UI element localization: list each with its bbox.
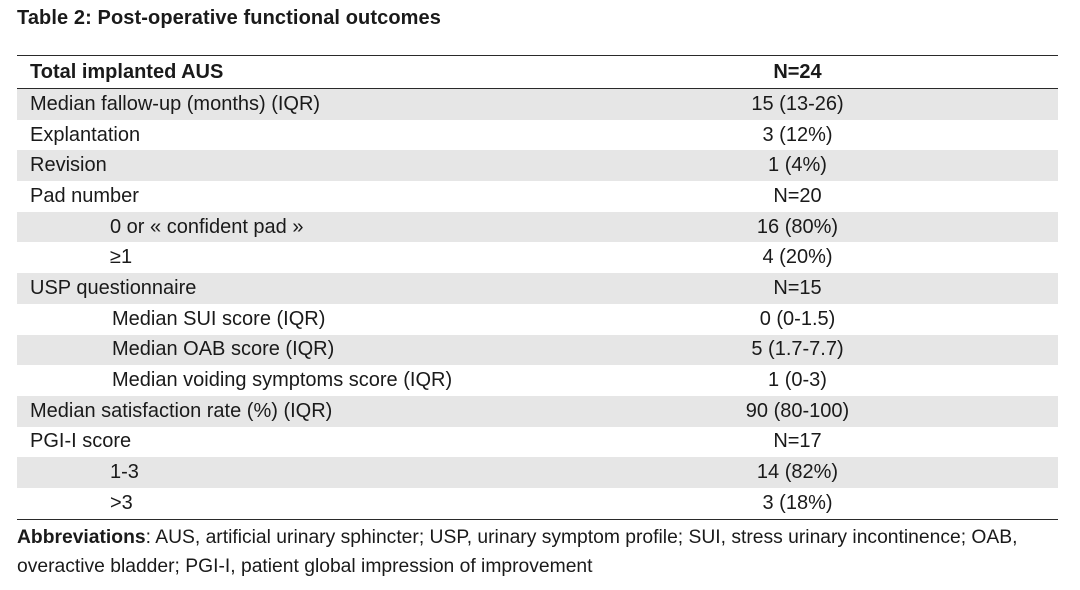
row-value: 1 (4%) xyxy=(768,154,827,177)
row-label: ≥1 xyxy=(110,246,133,269)
table-row: 1-3 14 (82%) xyxy=(17,457,1058,488)
table-row: >3 3 (18%) xyxy=(17,488,1058,519)
table-row: Median satisfaction rate (%) (IQR) 90 (8… xyxy=(17,395,1058,427)
row-label: 0 or « confident pad » xyxy=(110,215,304,238)
table-row: USP questionnaire N=15 xyxy=(17,273,1058,304)
row-value: 3 (18%) xyxy=(762,491,833,514)
row-value: 90 (80-100) xyxy=(745,399,850,422)
row-label: Median SUI score (IQR) xyxy=(112,307,326,330)
row-value: 0 (0-1.5) xyxy=(759,307,836,330)
row-label: Pad number xyxy=(30,184,139,207)
row-value: 5 (1.7-7.7) xyxy=(751,338,844,361)
table-row: Revision 1 (4%) xyxy=(17,150,1058,182)
row-label: Median satisfaction rate (%) (IQR) xyxy=(30,399,333,422)
header-value: N=24 xyxy=(773,60,822,83)
table-row: Explantation 3 (12%) xyxy=(17,120,1058,151)
row-value: N=15 xyxy=(773,276,822,299)
row-label: PGI-I score xyxy=(30,430,132,453)
footnote-label: Abbreviations xyxy=(17,527,146,548)
row-value: 16 (80%) xyxy=(756,215,839,238)
row-value: 14 (82%) xyxy=(756,461,839,484)
row-value: 3 (12%) xyxy=(762,123,833,146)
table-header-row: Total implanted AUS N=24 xyxy=(17,56,1058,89)
table-row: Median SUI score (IQR) 0 (0-1.5) xyxy=(17,304,1058,335)
row-label: USP questionnaire xyxy=(30,276,197,299)
row-value: N=20 xyxy=(773,184,822,207)
table-row: 0 or « confident pad » 16 (80%) xyxy=(17,211,1058,243)
row-label: Explantation xyxy=(30,123,141,146)
footnote-text: : AUS, artificial urinary sphincter; USP… xyxy=(17,527,1018,577)
table-row: ≥1 4 (20%) xyxy=(17,242,1058,273)
abbreviations-footnote: Abbreviations: AUS, artificial urinary s… xyxy=(17,523,1067,581)
row-value: N=17 xyxy=(773,430,822,453)
row-label: Median voiding symptoms score (IQR) xyxy=(112,369,453,392)
row-label: 1-3 xyxy=(110,461,139,484)
row-value: 1 (0-3) xyxy=(768,369,827,392)
table-row: Median voiding symptoms score (IQR) 1 (0… xyxy=(17,365,1058,396)
row-label: >3 xyxy=(110,491,133,514)
row-value: 15 (13-26) xyxy=(751,92,844,115)
table-row: Median fallow-up (months) (IQR) 15 (13-2… xyxy=(17,89,1058,120)
row-label: Median OAB score (IQR) xyxy=(112,338,335,361)
table-title: Table 2: Post-operative functional outco… xyxy=(17,7,441,29)
table-row: Median OAB score (IQR) 5 (1.7-7.7) xyxy=(17,334,1058,366)
row-value: 4 (20%) xyxy=(762,246,833,269)
header-label: Total implanted AUS xyxy=(30,60,224,83)
table-row: PGI-I score N=17 xyxy=(17,427,1058,458)
table-row: Pad number N=20 xyxy=(17,181,1058,212)
outcomes-table: Total implanted AUS N=24 Median fallow-u… xyxy=(17,55,1058,520)
row-label: Revision xyxy=(30,154,107,177)
row-label: Median fallow-up (months) (IQR) xyxy=(30,92,321,115)
